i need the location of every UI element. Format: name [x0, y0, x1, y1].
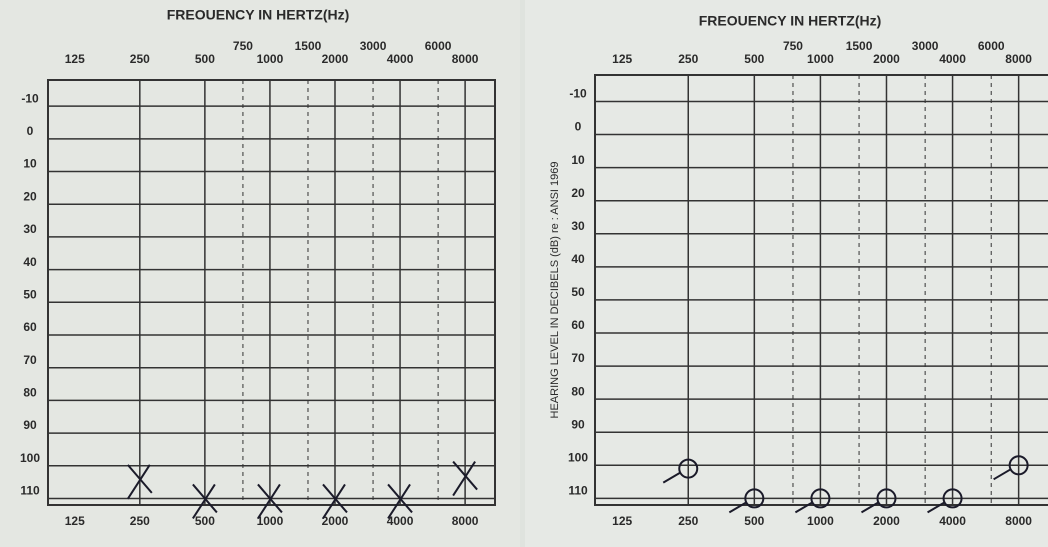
x-bottom-tick-label: 1000	[257, 514, 284, 528]
y-tick-label: 80	[23, 386, 37, 400]
x-bottom-tick-label: 125	[65, 514, 85, 528]
y-tick-label: 100	[20, 451, 40, 465]
x-bottom-tick-label: 250	[678, 514, 698, 528]
y-tick-label: 50	[571, 285, 585, 299]
y-tick-label: 40	[571, 252, 585, 266]
y-tick-label: 30	[571, 219, 585, 233]
x-bottom-tick-label: 500	[195, 514, 215, 528]
x-top-tick-label: 3000	[360, 39, 387, 53]
y-tick-label: 110	[20, 484, 40, 498]
y-tick-label: 90	[23, 418, 37, 432]
x-top-tick-label: 4000	[939, 52, 966, 66]
x-bottom-tick-label: 500	[744, 514, 764, 528]
y-tick-label: 100	[568, 450, 588, 464]
y-tick-label: 50	[23, 287, 37, 301]
y-tick-label: 30	[23, 222, 37, 236]
x-bottom-tick-label: 250	[130, 514, 150, 528]
x-bottom-tick-label: 8000	[452, 514, 479, 528]
x-top-tick-label: 250	[678, 52, 698, 66]
y-tick-label: 10	[571, 153, 585, 167]
x-bottom-tick-label: 2000	[873, 514, 900, 528]
x-top-tick-label: 1000	[257, 52, 284, 66]
y-axis-title: HEARING LEVEL IN DECIBELS (dB) re : ANSI…	[549, 162, 561, 419]
x-top-tick-label: 6000	[425, 39, 452, 53]
y-tick-label: 10	[23, 157, 37, 171]
x-bottom-tick-label: 125	[612, 514, 632, 528]
x-bottom-tick-label: 1000	[807, 514, 834, 528]
y-tick-label: 110	[568, 484, 588, 498]
x-top-tick-label: 1000	[807, 52, 834, 66]
audiogram-left: FREOUENCY IN HERTZ(Hz) -10 0 10 20 30 40 50 60 70…	[0, 0, 520, 547]
x-top-tick-label: 500	[195, 52, 215, 66]
x-top-tick-label: 8000	[452, 52, 479, 66]
y-tick-label: 70	[571, 351, 585, 365]
y-tick-label: 60	[571, 318, 585, 332]
x-bottom-tick-label: 2000	[322, 514, 349, 528]
y-tick-label: 90	[571, 417, 585, 431]
x-top-tick-label: 500	[744, 52, 764, 66]
y-tick-label: 0	[575, 120, 582, 134]
y-tick-label: 70	[23, 353, 37, 367]
y-tick-label: 40	[23, 255, 37, 269]
x-top-tick-label: 750	[783, 39, 803, 53]
x-top-tick-label: 250	[130, 52, 150, 66]
x-top-tick-label: 750	[233, 39, 253, 53]
x-top-tick-label: 8000	[1005, 52, 1032, 66]
y-tick-label: 60	[23, 320, 37, 334]
chart-title: FREOUENCY IN HERTZ(Hz)	[699, 13, 882, 29]
x-bottom-tick-label: 4000	[939, 514, 966, 528]
x-top-tick-label: 6000	[978, 39, 1005, 53]
x-top-tick-label: 125	[612, 52, 632, 66]
paper	[0, 0, 520, 547]
y-tick-label: 0	[27, 124, 34, 138]
y-tick-label: -10	[21, 91, 39, 105]
x-bottom-tick-label: 4000	[387, 514, 414, 528]
y-tick-label: -10	[569, 87, 587, 101]
x-top-tick-label: 2000	[322, 52, 349, 66]
y-tick-label: 20	[23, 189, 37, 203]
x-top-tick-label: 1500	[846, 39, 873, 53]
x-top-tick-label: 125	[65, 52, 85, 66]
x-bottom-tick-label: 8000	[1005, 514, 1032, 528]
x-top-tick-label: 2000	[873, 52, 900, 66]
x-top-tick-label: 4000	[387, 52, 414, 66]
x-top-tick-label: 3000	[912, 39, 939, 53]
audiogram-right: FREOUENCY IN HERTZ(Hz) HEARING LEVEL IN D…	[525, 0, 1048, 547]
y-tick-label: 20	[571, 186, 585, 200]
x-top-tick-label: 1500	[295, 39, 322, 53]
page: {"chart_data": [ {"type": "audiogram", "…	[0, 0, 1048, 547]
chart-title: FREOUENCY IN HERTZ(Hz)	[167, 7, 350, 23]
y-tick-label: 80	[571, 384, 585, 398]
